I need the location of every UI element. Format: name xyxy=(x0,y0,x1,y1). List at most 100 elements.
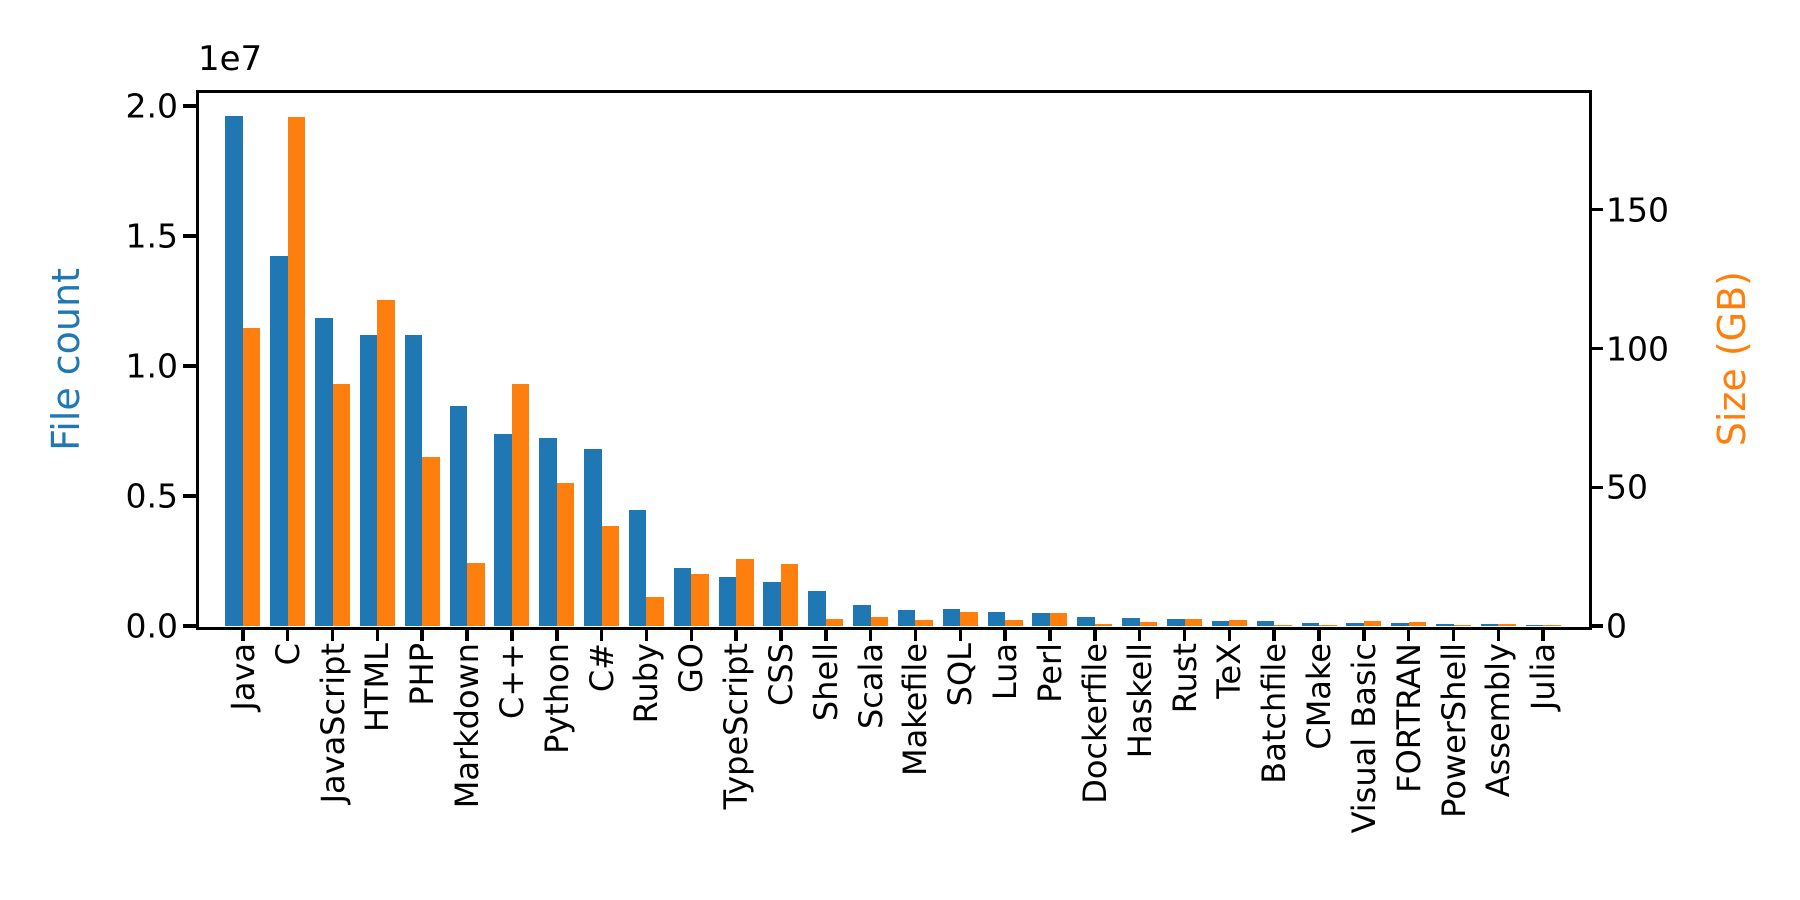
x-label-powershell: PowerShell xyxy=(1434,643,1473,818)
x-tick-javascript xyxy=(330,628,335,641)
x-label-go: GO xyxy=(672,643,711,693)
file-count-bar-perl xyxy=(1032,613,1050,626)
x-label-cell-powershell: PowerShell xyxy=(1429,643,1479,900)
file-count-bar-scala xyxy=(853,604,871,626)
x-label-cell-css: CSS xyxy=(756,643,806,900)
x-label-typescript: TypeScript xyxy=(717,643,756,810)
size-bar-shell xyxy=(825,619,844,626)
file-count-bar-markdown xyxy=(449,406,467,626)
x-label-rust: Rust xyxy=(1165,643,1204,714)
size-bar-cmake xyxy=(1319,625,1337,626)
size-bar-lua xyxy=(1005,619,1023,626)
x-label-cell-go: GO xyxy=(666,643,716,900)
left-axis-label: File count xyxy=(44,267,88,451)
file-count-bar-shell xyxy=(808,590,826,626)
file-count-bar-sql xyxy=(942,609,961,626)
x-tick-c-sharp xyxy=(599,628,604,641)
left-y-tick-label-1.5: 1.5 xyxy=(125,216,178,256)
left-y-tick-2.0 xyxy=(183,104,196,108)
left-y-tick-label-0.5: 0.5 xyxy=(125,476,178,516)
right-axis-label: Size (GB) xyxy=(1710,271,1754,447)
file-count-bar-go xyxy=(673,568,692,626)
x-tick-html xyxy=(375,628,380,641)
file-count-bar-ruby xyxy=(628,510,647,626)
x-label-perl: Perl xyxy=(1030,643,1069,703)
x-label-cell-rust: Rust xyxy=(1160,643,1210,900)
x-label-cell-typescript: TypeScript xyxy=(711,643,761,900)
left-y-tick-label-1.0: 1.0 xyxy=(125,346,178,386)
size-bar-typescript xyxy=(736,559,754,626)
file-count-bar-visual-basic xyxy=(1346,623,1364,626)
size-bar-html xyxy=(377,299,395,626)
x-label-fortran: FORTRAN xyxy=(1389,643,1428,793)
x-label-haskell: Haskell xyxy=(1120,643,1159,759)
x-tick-markdown xyxy=(465,628,469,641)
x-label-cell-tex: TeX xyxy=(1204,643,1254,900)
x-tick-powershell xyxy=(1451,628,1456,641)
x-label-cell-dockerfile: Dockerfile xyxy=(1070,643,1120,900)
x-label-c: C xyxy=(268,643,307,666)
x-label-lua: Lua xyxy=(986,643,1025,701)
x-label-cell-haskell: Haskell xyxy=(1115,643,1165,900)
left-y-tick-label-0.0: 0.0 xyxy=(125,606,178,646)
file-count-bar-css xyxy=(763,581,781,626)
x-label-cell-makefile: Makefile xyxy=(890,643,940,900)
file-count-bar-php xyxy=(404,335,423,626)
x-tick-perl xyxy=(1048,628,1052,641)
file-count-bar-python xyxy=(539,438,557,626)
size-bar-batchfile xyxy=(1274,625,1292,626)
x-label-cell-ruby: Ruby xyxy=(621,643,671,900)
size-bar-c-plus-plus xyxy=(511,384,530,626)
size-bar-javascript xyxy=(332,384,350,626)
x-tick-lua xyxy=(1003,628,1007,641)
file-count-bar-batchfile xyxy=(1256,621,1275,626)
plot-area: 1e7 0.0 0.5 1.0 1.5 2.0 0 50 100 150 Java C JavaSc… xyxy=(126,42,1669,833)
size-bar-haskell xyxy=(1139,622,1158,626)
x-tick-python xyxy=(555,628,559,641)
x-label-batchfile: Batchfile xyxy=(1255,643,1294,784)
x-label-python: Python xyxy=(537,643,576,754)
x-label-ruby: Ruby xyxy=(627,643,666,724)
right-y-tick-100 xyxy=(1590,346,1603,351)
file-count-bar-assembly xyxy=(1480,624,1499,626)
file-count-bar-julia xyxy=(1525,624,1544,626)
x-tick-c xyxy=(285,628,290,641)
x-label-cell-lua: Lua xyxy=(980,643,1030,900)
x-label-cell-python: Python xyxy=(532,643,582,900)
size-bar-c xyxy=(287,116,306,626)
left-axis-label-box: File count xyxy=(38,92,94,626)
x-label-cell-cmake: CMake xyxy=(1294,643,1344,900)
size-bar-python xyxy=(556,482,575,626)
x-label-shell: Shell xyxy=(806,643,845,722)
file-count-bar-cmake xyxy=(1301,622,1319,626)
file-count-bar-lua xyxy=(987,611,1006,626)
file-count-bar-fortran xyxy=(1391,623,1409,626)
x-tick-assembly xyxy=(1496,628,1501,641)
size-bar-rust xyxy=(1184,619,1202,626)
x-tick-c-plus-plus xyxy=(510,628,514,641)
x-label-visual-basic: Visual Basic xyxy=(1344,643,1383,834)
right-y-tick-label-150: 150 xyxy=(1606,190,1669,230)
x-label-java: Java xyxy=(223,643,262,711)
file-count-bar-c xyxy=(270,256,288,626)
file-count-bar-java xyxy=(225,115,243,626)
file-count-bar-makefile xyxy=(897,609,916,626)
x-label-julia: Julia xyxy=(1524,643,1563,711)
x-tick-php xyxy=(420,628,424,641)
x-label-cell-c-sharp: C# xyxy=(577,643,627,900)
right-y-tick-label-50: 50 xyxy=(1606,467,1648,507)
size-bar-tex xyxy=(1229,619,1247,626)
x-label-makefile: Makefile xyxy=(896,643,935,777)
size-bar-assembly xyxy=(1498,624,1516,626)
x-tick-shell xyxy=(824,628,828,641)
file-count-bar-haskell xyxy=(1122,617,1140,626)
left-y-tick-1.5 xyxy=(183,234,196,238)
x-label-cell-perl: Perl xyxy=(1025,643,1075,900)
left-y-tick-0.5 xyxy=(183,494,196,498)
x-tick-dockerfile xyxy=(1093,628,1097,641)
x-label-cell-assembly: Assembly xyxy=(1473,643,1523,900)
file-count-bar-rust xyxy=(1167,619,1185,626)
x-label-html: HTML xyxy=(358,643,397,733)
x-tick-batchfile xyxy=(1272,628,1276,641)
x-label-cell-html: HTML xyxy=(352,643,402,900)
